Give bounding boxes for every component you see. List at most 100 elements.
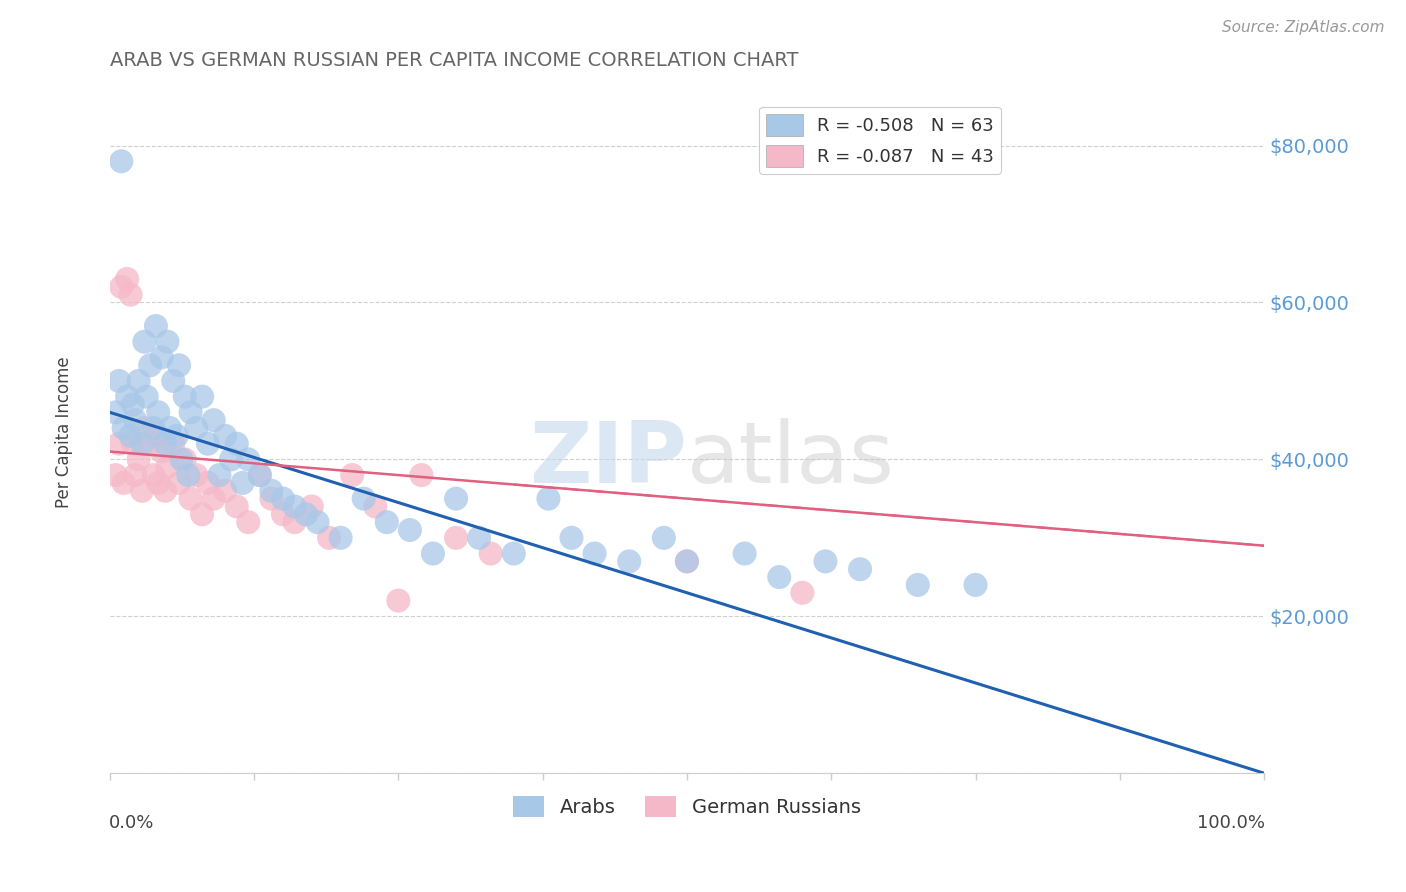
Point <box>153 483 176 498</box>
Point <box>271 491 294 506</box>
Point <box>271 508 294 522</box>
Point <box>208 468 231 483</box>
Text: Per Capita Income: Per Capita Income <box>55 356 73 508</box>
Point <box>156 334 179 349</box>
Point <box>131 483 153 498</box>
Point <box>148 475 170 490</box>
Point <box>214 429 236 443</box>
Point <box>191 390 214 404</box>
Point <box>387 593 409 607</box>
Point <box>170 452 193 467</box>
Point <box>238 452 260 467</box>
Point <box>676 554 699 568</box>
Point <box>375 515 398 529</box>
Text: 100.0%: 100.0% <box>1198 814 1265 832</box>
Point <box>124 413 146 427</box>
Point <box>104 468 127 483</box>
Point <box>249 468 271 483</box>
Point <box>197 436 219 450</box>
Point <box>411 468 433 483</box>
Point <box>112 475 135 490</box>
Point <box>180 405 202 419</box>
Point <box>214 483 236 498</box>
Text: 0.0%: 0.0% <box>108 814 155 832</box>
Point <box>238 515 260 529</box>
Legend: Arabs, German Russians: Arabs, German Russians <box>506 789 869 825</box>
Point <box>115 272 138 286</box>
Point <box>115 390 138 404</box>
Point <box>135 390 157 404</box>
Point <box>145 319 167 334</box>
Point <box>120 287 142 301</box>
Point <box>537 491 560 506</box>
Point <box>502 547 524 561</box>
Point <box>231 475 253 490</box>
Point <box>104 405 127 419</box>
Point <box>479 547 502 561</box>
Point <box>162 436 184 450</box>
Point <box>295 508 318 522</box>
Point <box>134 334 156 349</box>
Point <box>120 429 142 443</box>
Point <box>283 500 305 514</box>
Point <box>167 475 190 490</box>
Point <box>444 491 467 506</box>
Point <box>225 436 247 450</box>
Text: atlas: atlas <box>688 417 896 500</box>
Point <box>191 508 214 522</box>
Point <box>186 468 208 483</box>
Point <box>121 436 143 450</box>
Point <box>202 413 225 427</box>
Point <box>142 468 165 483</box>
Point <box>260 483 283 498</box>
Text: Source: ZipAtlas.com: Source: ZipAtlas.com <box>1222 20 1385 35</box>
Point <box>329 531 352 545</box>
Point <box>159 421 181 435</box>
Point <box>166 429 188 443</box>
Point <box>153 436 176 450</box>
Point <box>110 154 132 169</box>
Point <box>156 460 179 475</box>
Point <box>180 491 202 506</box>
Point <box>121 397 143 411</box>
Point <box>139 436 162 450</box>
Point <box>108 374 131 388</box>
Point <box>110 280 132 294</box>
Point <box>249 468 271 483</box>
Point <box>142 421 165 435</box>
Point <box>134 421 156 435</box>
Point <box>162 374 184 388</box>
Point <box>186 421 208 435</box>
Point <box>768 570 790 584</box>
Point <box>283 515 305 529</box>
Point <box>108 436 131 450</box>
Point <box>814 554 837 568</box>
Point <box>225 500 247 514</box>
Point <box>150 351 173 365</box>
Point <box>148 405 170 419</box>
Point <box>965 578 987 592</box>
Text: ZIP: ZIP <box>529 417 688 500</box>
Text: ARAB VS GERMAN RUSSIAN PER CAPITA INCOME CORRELATION CHART: ARAB VS GERMAN RUSSIAN PER CAPITA INCOME… <box>110 51 799 70</box>
Point <box>676 554 699 568</box>
Point <box>468 531 491 545</box>
Point <box>652 531 675 545</box>
Point <box>145 429 167 443</box>
Point <box>219 452 242 467</box>
Point <box>318 531 340 545</box>
Point <box>422 547 444 561</box>
Point <box>128 374 150 388</box>
Point <box>167 358 190 372</box>
Point <box>150 444 173 458</box>
Point <box>177 468 200 483</box>
Point <box>124 468 146 483</box>
Point <box>112 421 135 435</box>
Point <box>583 547 606 561</box>
Point <box>139 358 162 372</box>
Point <box>364 500 387 514</box>
Point <box>128 452 150 467</box>
Point <box>619 554 641 568</box>
Point <box>444 531 467 545</box>
Point <box>131 436 153 450</box>
Point <box>173 390 195 404</box>
